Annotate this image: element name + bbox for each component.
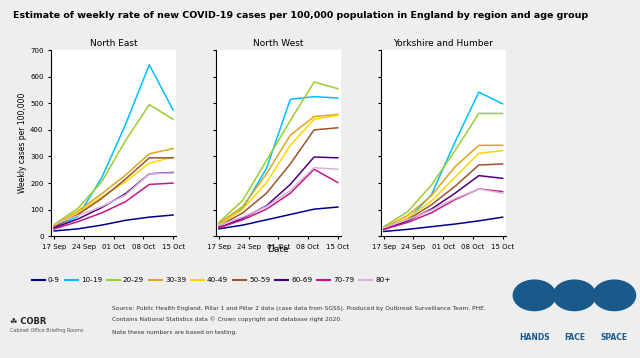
Text: Cabinet Office Briefing Rooms: Cabinet Office Briefing Rooms	[10, 328, 83, 333]
Circle shape	[553, 280, 596, 310]
Text: FACE: FACE	[564, 333, 585, 342]
Text: Contains National Statistics data © Crown copyright and database right 2020.: Contains National Statistics data © Crow…	[112, 317, 342, 323]
Title: Yorkshire and Humber: Yorkshire and Humber	[393, 39, 493, 48]
Text: SPACE: SPACE	[601, 333, 628, 342]
Text: Source: Public Health England, Pillar 1 and Pillar 2 data (case data from SGSS).: Source: Public Health England, Pillar 1 …	[112, 306, 486, 311]
Text: Date: Date	[268, 245, 289, 254]
Y-axis label: Weekly cases per 100,000: Weekly cases per 100,000	[19, 93, 28, 193]
Circle shape	[593, 280, 636, 310]
Text: ☘ COBR: ☘ COBR	[10, 317, 46, 326]
Title: North East: North East	[90, 39, 138, 48]
Text: Note these numbers are based on testing.: Note these numbers are based on testing.	[112, 330, 237, 335]
Title: North West: North West	[253, 39, 303, 48]
Text: HANDS: HANDS	[519, 333, 550, 342]
Text: Estimate of weekly rate of new COVID-19 cases per 100,000 population in England : Estimate of weekly rate of new COVID-19 …	[13, 11, 588, 20]
Circle shape	[513, 280, 556, 310]
Legend: 0-9, 10-19, 20-29, 30-39, 40-49, 50-59, 60-69, 70-79, 80+: 0-9, 10-19, 20-29, 30-39, 40-49, 50-59, …	[29, 275, 394, 286]
